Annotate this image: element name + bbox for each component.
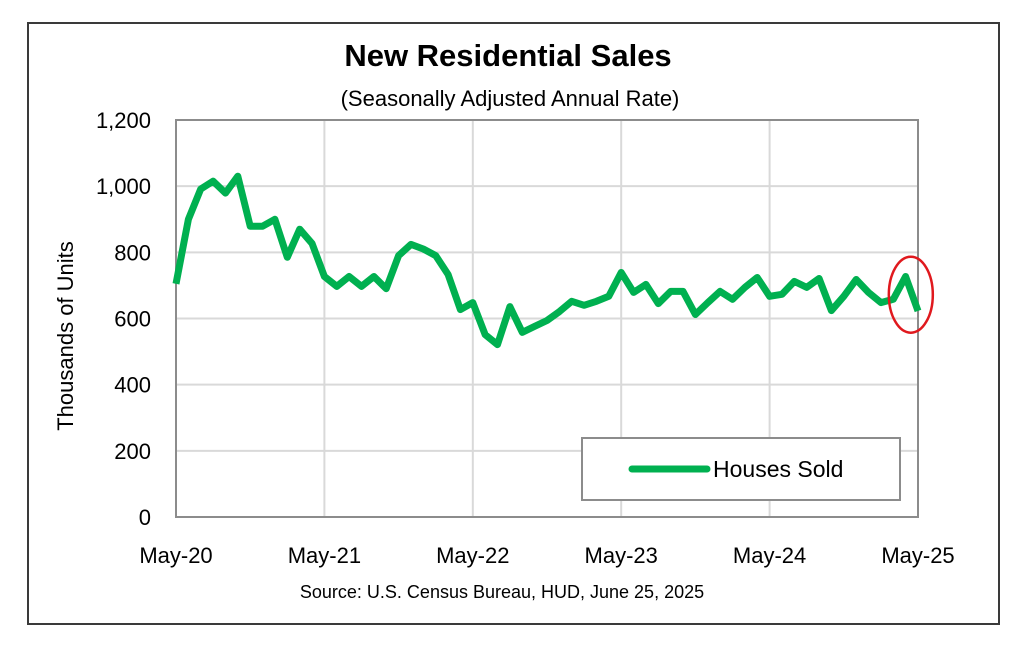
y-tick-label: 0	[139, 505, 151, 530]
x-axis: May-20 May-21 May-22 May-23 May-24 May-25	[139, 543, 954, 568]
x-tick-label: May-21	[288, 543, 361, 568]
x-tick-label: May-25	[881, 543, 954, 568]
y-tick-label: 1,000	[96, 174, 151, 199]
legend-label-houses-sold: Houses Sold	[713, 456, 843, 482]
y-axis: 0 200 400 600 800 1,000 1,200	[96, 108, 151, 530]
plot-area	[175, 119, 919, 518]
x-tick-label: May-24	[733, 543, 806, 568]
chart-subtitle: (Seasonally Adjusted Annual Rate)	[341, 86, 680, 111]
y-tick-label: 200	[114, 439, 151, 464]
source-note: Source: U.S. Census Bureau, HUD, June 25…	[300, 582, 704, 602]
y-tick-label: 800	[114, 240, 151, 265]
x-tick-label: May-22	[436, 543, 509, 568]
x-tick-label: May-23	[585, 543, 658, 568]
legend: Houses Sold	[581, 437, 901, 501]
series-line	[172, 172, 922, 349]
chart-title: New Residential Sales	[344, 38, 671, 73]
chart-frame	[27, 22, 1000, 625]
y-axis-title: Thousands of Units	[53, 241, 78, 431]
highlight-ellipse	[887, 255, 935, 334]
x-tick-label: May-20	[139, 543, 212, 568]
y-tick-label: 400	[114, 373, 151, 398]
y-tick-label: 1,200	[96, 108, 151, 133]
y-tick-label: 600	[114, 307, 151, 332]
series-houses-sold	[172, 172, 922, 349]
